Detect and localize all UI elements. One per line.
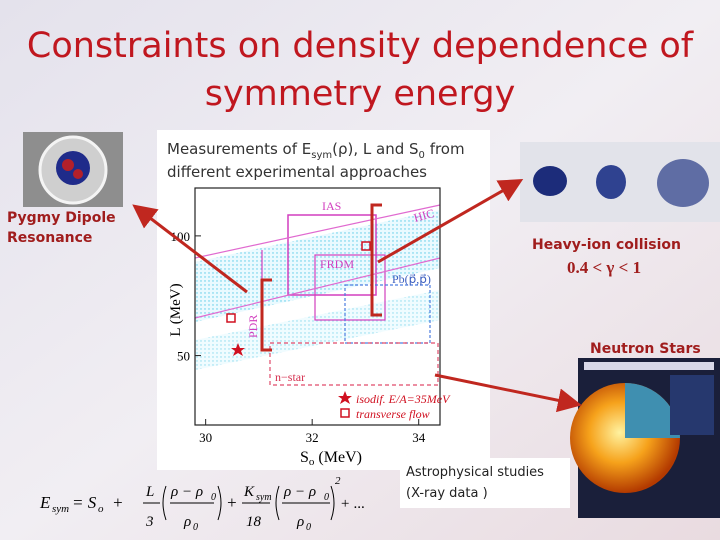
formula-part: 18 — [246, 514, 262, 530]
formula-part: sym — [52, 503, 69, 515]
flow-point — [361, 241, 371, 251]
legend-square — [340, 408, 350, 418]
caption-sub: 0 — [419, 150, 425, 161]
pb-region — [344, 284, 431, 344]
nucleus-core — [73, 169, 83, 179]
formula-part: L — [145, 484, 154, 500]
x-tick-label: 32 — [306, 430, 319, 445]
paren — [275, 485, 280, 521]
region-label: PDR — [246, 315, 260, 338]
paren — [217, 485, 222, 521]
title-line: symmetry energy — [205, 74, 516, 114]
formula-part: 0 — [324, 492, 329, 503]
caption-part: Measurements of E — [167, 140, 311, 158]
formula-part: ρ — [183, 514, 191, 530]
bracket — [370, 203, 382, 317]
pygmy-label: Resonance — [7, 230, 92, 246]
formula-part: = S — [72, 493, 97, 512]
formula-part: + ... — [340, 496, 365, 512]
formula-part: ρ − ρ — [170, 484, 203, 500]
hic-line — [194, 257, 441, 319]
caption: Measurements of Esym(ρ), L and S0 from — [167, 140, 465, 161]
x-axis-label: So (MeV) — [300, 449, 362, 468]
y-tick-label: 100 — [171, 229, 191, 244]
paren — [162, 485, 167, 521]
y-tick-label: 50 — [177, 349, 190, 364]
formula-part: E — [39, 493, 51, 512]
flow-point — [226, 313, 236, 323]
gamma-range: 0.4 < γ < 1 — [567, 258, 641, 277]
caption-part: (ρ), L and S — [332, 140, 418, 158]
paren — [330, 485, 335, 521]
caption-sub: sym — [311, 150, 332, 161]
legend-star — [338, 391, 352, 404]
caption: different experimental approaches — [167, 163, 427, 181]
image-panel — [670, 375, 714, 435]
formula-part: ρ − ρ — [283, 484, 316, 500]
formula-part: K — [243, 484, 255, 500]
formula-part: 0 — [211, 492, 216, 503]
caption-part: from — [425, 140, 465, 158]
hatched-band — [195, 210, 440, 322]
legend-entry: transverse flow — [356, 407, 430, 421]
legend-entry: isodif. E/A=35MeV — [356, 392, 451, 406]
x-label-part: (MeV) — [314, 449, 362, 466]
bracket — [260, 278, 272, 352]
nucleus-core — [62, 159, 74, 171]
region-label: Pb(p⃗,p⃗) — [392, 272, 431, 286]
astro-label: Astrophysical studies — [406, 465, 544, 480]
formula-part: ρ — [296, 514, 304, 530]
astro-box — [400, 458, 570, 508]
ion-blob — [596, 165, 626, 199]
arrow — [132, 204, 248, 294]
ion-blob — [533, 166, 567, 196]
pygmy-label: Pygmy Dipole — [7, 210, 116, 226]
image-header — [584, 362, 714, 370]
nstar-region — [269, 342, 439, 386]
formula-part: sym — [256, 492, 272, 503]
plot-frame — [194, 187, 441, 426]
title-line: Constraints on density dependence of — [27, 26, 694, 66]
formula-part: 3 — [145, 514, 154, 530]
formula-part: + — [112, 493, 123, 512]
x-tick-label: 34 — [412, 430, 426, 445]
x-label-part: S — [300, 449, 309, 466]
x-tick-label: 30 — [199, 430, 212, 445]
region-label: FRDM — [320, 257, 354, 271]
x-label-sub: o — [309, 456, 315, 468]
formula-part: 0 — [306, 522, 311, 533]
formula-part: 2 — [335, 475, 341, 487]
astro-label: (X-ray data ) — [406, 486, 488, 501]
isodif-point — [231, 343, 245, 356]
region-label: IAS — [322, 199, 341, 213]
region-label: n−star — [275, 370, 305, 384]
formula-part: + — [226, 493, 237, 512]
formula-part: 0 — [193, 522, 198, 533]
star-cutaway — [625, 383, 680, 438]
hic-line — [194, 204, 441, 259]
formula-part: o — [98, 503, 104, 515]
hatched-band — [195, 290, 440, 370]
region-label: HIC — [412, 206, 436, 225]
arrow — [377, 179, 524, 264]
heavy-ion-label: Heavy-ion collision — [532, 237, 681, 253]
neutron-stars-label: Neutron Stars — [590, 341, 701, 357]
frdm-region — [314, 254, 386, 321]
arrow — [434, 373, 582, 413]
y-axis-label: L (MeV) — [168, 283, 184, 336]
ion-blob — [657, 159, 709, 207]
